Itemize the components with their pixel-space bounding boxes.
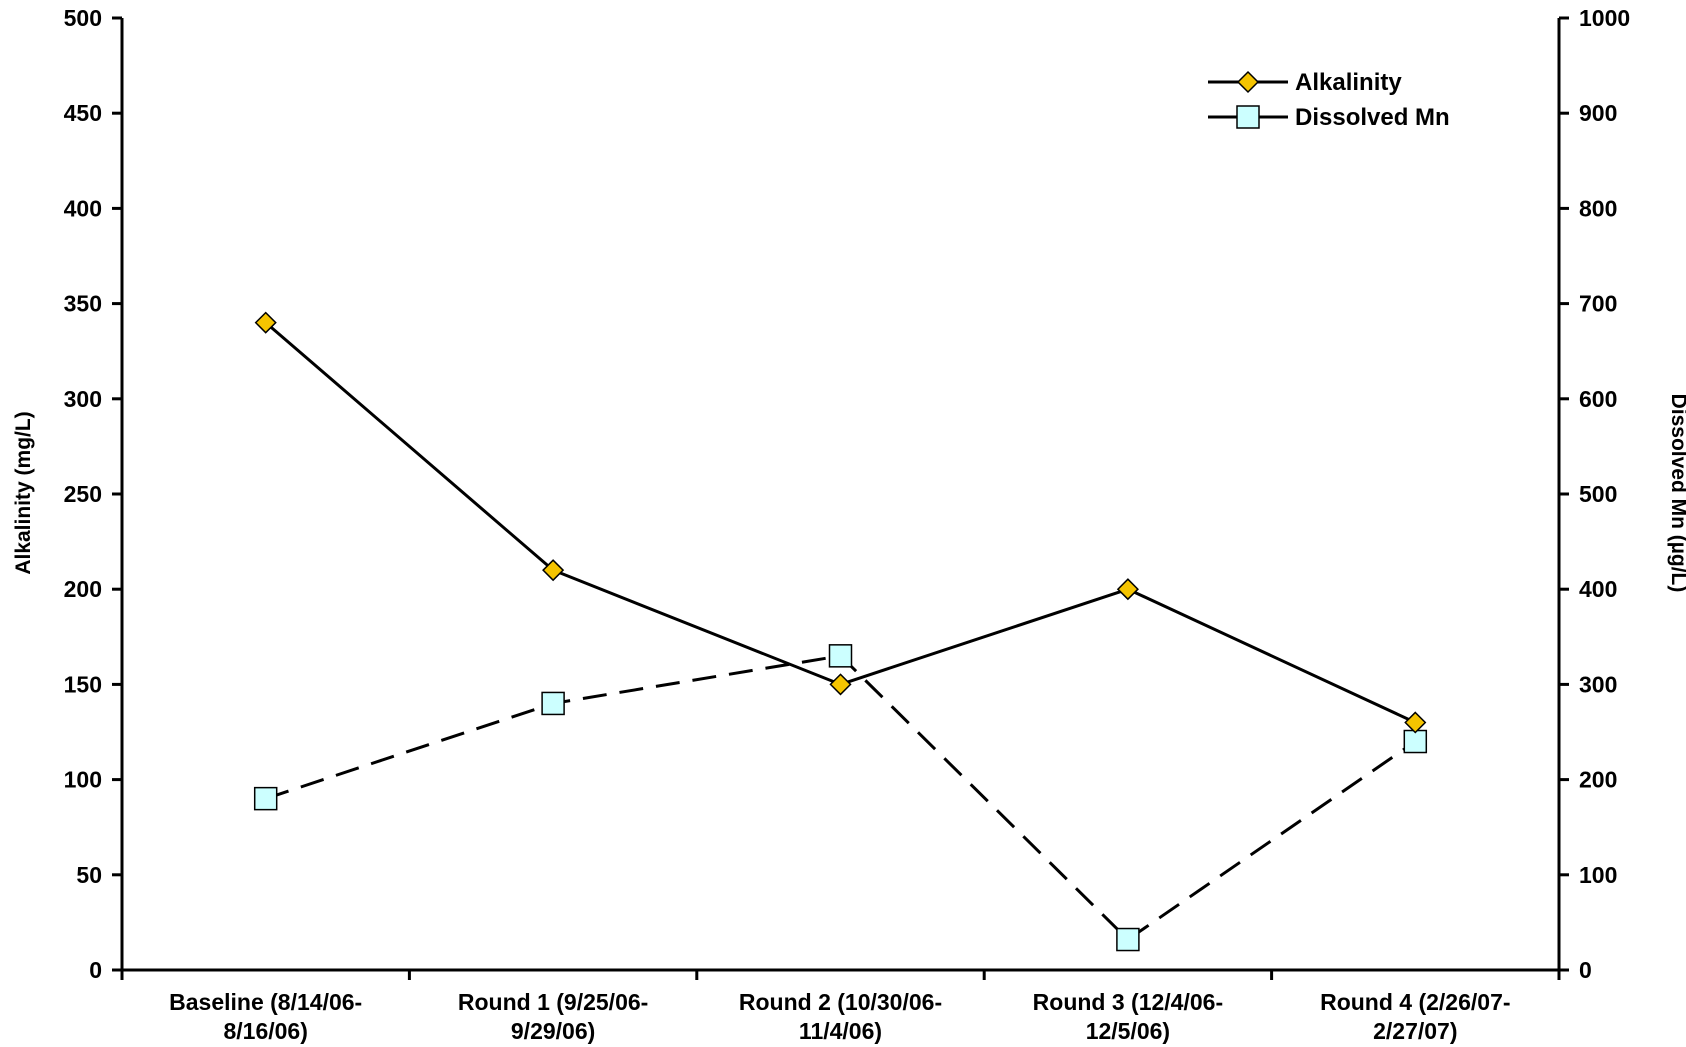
right-tick-label: 500 — [1579, 481, 1617, 507]
right-tick-label: 400 — [1579, 576, 1617, 602]
legend-label: Dissolved Mn — [1295, 104, 1450, 131]
left-tick-label: 150 — [64, 671, 102, 697]
series-line — [265, 654, 1417, 942]
data-point — [829, 673, 852, 696]
x-category-label-line: Round 3 (12/4/06- — [1033, 989, 1223, 1015]
plot-frame — [120, 18, 1561, 972]
x-category-label: Baseline (8/14/06- 8/16/06) — [169, 989, 362, 1044]
left-tick-label: 200 — [64, 576, 102, 602]
series-alkalinity — [254, 311, 1427, 734]
x-category-label-line: Round 2 (10/30/06- — [739, 989, 942, 1015]
right-tick-label: 600 — [1579, 386, 1617, 412]
left-tick-label: 0 — [89, 957, 102, 983]
data-point — [1116, 927, 1140, 952]
series-layer — [253, 311, 1428, 952]
right-tick-label: 800 — [1579, 195, 1617, 221]
legend-label: Alkalinity — [1295, 69, 1402, 96]
legend: Alkalinity Dissolved Mn — [1208, 69, 1450, 131]
left-tick-label: 300 — [64, 386, 102, 412]
x-axis: Baseline (8/14/06- 8/16/06) Round 1 (9/25/… — [120, 970, 1561, 1044]
data-point — [542, 559, 565, 582]
left-axis-title: Alkalinity (mg/L) — [12, 411, 35, 574]
data-point — [254, 311, 277, 334]
x-category-label: Round 3 (12/4/06- 12/5/06) — [1033, 989, 1223, 1044]
data-point — [253, 786, 278, 811]
legend-marker — [1236, 70, 1260, 94]
x-category-label-line: Round 4 (2/26/07- — [1320, 989, 1510, 1015]
x-category-label-line: 9/29/06) — [511, 1018, 595, 1044]
data-point — [541, 691, 565, 716]
x-category-label-line: Round 1 (9/25/06- — [458, 989, 648, 1015]
left-tick-label: 50 — [76, 862, 102, 888]
right-axis-title: Dissolved Mn (µg/L) — [1667, 394, 1686, 593]
left-tick-label: 350 — [64, 291, 102, 317]
right-tick-label: 300 — [1579, 671, 1617, 697]
data-point — [1404, 711, 1427, 734]
right-tick-label: 0 — [1579, 957, 1592, 983]
right-y-axis: 0 100 200 300 400 500 600 700 800 900 1000 — [1559, 5, 1630, 983]
left-y-axis: 0 50 100 150 200 250 300 350 400 450 500 — [64, 5, 122, 983]
series-dissolved-mn — [253, 644, 1428, 952]
left-tick-label: 500 — [64, 5, 102, 31]
legend-marker — [1236, 105, 1260, 129]
data-point — [828, 644, 853, 668]
right-tick-label: 100 — [1579, 862, 1617, 888]
right-tick-label: 1000 — [1579, 5, 1630, 31]
left-tick-label: 100 — [64, 767, 102, 793]
x-category-label: Round 2 (10/30/06- 11/4/06) — [739, 989, 942, 1044]
legend-item: Alkalinity — [1208, 69, 1402, 96]
x-category-label-line: 2/27/07) — [1373, 1018, 1457, 1044]
data-point — [1116, 578, 1139, 601]
right-tick-label: 900 — [1579, 100, 1617, 126]
x-category-label: Round 4 (2/26/07- 2/27/07) — [1320, 989, 1510, 1044]
right-tick-label: 200 — [1579, 767, 1617, 793]
x-category-label-line: Baseline (8/14/06- — [169, 989, 362, 1015]
data-point — [1403, 729, 1428, 754]
x-category-label: Round 1 (9/25/06- 9/29/06) — [458, 989, 648, 1044]
left-tick-label: 250 — [64, 481, 102, 507]
legend-item: Dissolved Mn — [1208, 104, 1450, 131]
right-tick-label: 700 — [1579, 291, 1617, 317]
x-category-label-line: 8/16/06) — [223, 1018, 307, 1044]
left-tick-label: 450 — [64, 100, 102, 126]
x-category-label-line: 12/5/06) — [1086, 1018, 1170, 1044]
left-tick-label: 400 — [64, 195, 102, 221]
x-category-label-line: 11/4/06) — [799, 1018, 882, 1044]
